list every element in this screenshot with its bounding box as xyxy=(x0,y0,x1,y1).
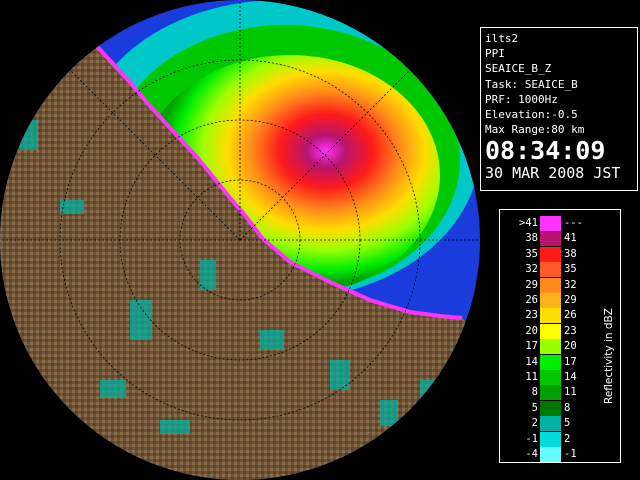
legend-low-value: 11 xyxy=(525,371,538,383)
legend-color-swatch xyxy=(540,216,561,231)
legend-low-value: -4 xyxy=(525,448,538,460)
legend-high-value: --- xyxy=(564,217,583,229)
legend-row: 26 29 xyxy=(500,293,620,308)
legend-low-value: 32 xyxy=(525,263,538,276)
legend-high-value: 32 xyxy=(564,278,577,291)
legend-row: 38 41 xyxy=(500,231,620,247)
legend-color-swatch xyxy=(540,339,561,355)
legend-low-value: 20 xyxy=(525,324,538,337)
legend-color-swatch xyxy=(540,431,561,447)
legend-row: 17 20 xyxy=(500,339,620,355)
product-name: SEAICE_B_Z xyxy=(485,62,552,76)
legend-low-value: -1 xyxy=(525,432,538,445)
legend-color-swatch xyxy=(540,308,561,324)
legend-low-value: 38 xyxy=(525,232,538,245)
radar-info-panel: ilts2 PPI SEAICE_B_Z Task: SEAICE_B PRF:… xyxy=(480,27,638,191)
legend-high-value: 17 xyxy=(564,355,577,368)
legend-high-value: 8 xyxy=(564,401,571,414)
prf-value: PRF: 1000Hz xyxy=(485,92,558,106)
legend-color-swatch xyxy=(540,277,561,293)
legend-high-value: 29 xyxy=(564,294,577,306)
task-name: Task: SEAICE_B xyxy=(485,77,578,91)
legend-color-swatch xyxy=(540,246,561,262)
scan-mode: PPI xyxy=(485,47,505,61)
legend-color-swatch xyxy=(540,354,561,370)
legend-row: >41 --- xyxy=(500,216,620,231)
legend-low-value: >41 xyxy=(519,217,538,229)
legend-low-value: 8 xyxy=(531,386,538,399)
legend-row: 11 14 xyxy=(500,370,620,385)
legend-low-value: 35 xyxy=(525,247,538,260)
elevation-value: Elevation:-0.5 xyxy=(485,108,578,122)
legend-high-value: 5 xyxy=(564,417,571,430)
radar-ppi-map[interactable] xyxy=(0,0,480,480)
legend-color-swatch xyxy=(540,416,561,432)
legend-color-swatch xyxy=(540,323,561,339)
legend-title: Reflectivity in dBZ xyxy=(603,308,615,404)
legend-color-swatch xyxy=(540,400,561,416)
color-legend: >41 --- 38 41 35 38 32 35 29 32 26 29 23 26 20 23 17 20 14… xyxy=(499,209,621,463)
legend-row: 32 35 xyxy=(500,262,620,278)
legend-row: -1 2 xyxy=(500,431,620,447)
legend-high-value: 14 xyxy=(564,371,577,383)
legend-high-value: 2 xyxy=(564,432,571,445)
legend-row: 29 32 xyxy=(500,277,620,293)
legend-high-value: 35 xyxy=(564,263,577,276)
legend-row: 35 38 xyxy=(500,246,620,262)
legend-high-value: 11 xyxy=(564,386,577,399)
legend-low-value: 14 xyxy=(525,355,538,368)
legend-low-value: 17 xyxy=(525,340,538,353)
legend-color-swatch xyxy=(540,370,561,385)
legend-color-swatch xyxy=(540,293,561,308)
legend-low-value: 5 xyxy=(531,401,538,414)
legend-row: 8 11 xyxy=(500,385,620,401)
max-range-value: Max Range:80 km xyxy=(485,123,585,137)
legend-high-value: 41 xyxy=(564,232,577,245)
legend-row: 14 17 xyxy=(500,354,620,370)
scan-time: 08:34:09 xyxy=(485,136,606,166)
legend-row: 23 26 xyxy=(500,308,620,324)
legend-high-value: 38 xyxy=(564,247,577,260)
coastline-echo xyxy=(68,0,463,320)
scan-date: 30 MAR 2008 JST xyxy=(485,164,621,183)
legend-low-value: 23 xyxy=(525,309,538,322)
legend-high-value: 20 xyxy=(564,340,577,353)
legend-color-swatch xyxy=(540,231,561,247)
legend-high-value: -1 xyxy=(564,448,577,460)
legend-color-swatch xyxy=(540,262,561,278)
legend-low-value: 29 xyxy=(525,278,538,291)
legend-low-value: 26 xyxy=(525,294,538,306)
legend-color-swatch xyxy=(540,447,561,462)
site-name: ilts2 xyxy=(485,32,519,45)
azimuth-lines xyxy=(0,0,480,241)
legend-color-swatch xyxy=(540,385,561,401)
legend-high-value: 23 xyxy=(564,324,577,337)
legend-low-value: 2 xyxy=(531,417,538,430)
legend-row: 20 23 xyxy=(500,323,620,339)
legend-high-value: 26 xyxy=(564,309,577,322)
legend-row: -4 -1 xyxy=(500,447,620,462)
